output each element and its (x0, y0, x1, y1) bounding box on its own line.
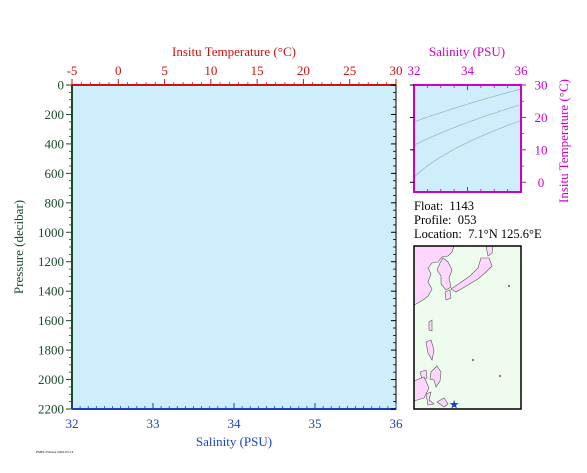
temperature-tick-label: 0 (115, 63, 122, 78)
pressure-tick-label: 1200 (38, 254, 64, 269)
map-landmasses (413, 245, 511, 408)
temperature-tick-label: 25 (343, 63, 356, 78)
temperature-tick-label: 10 (204, 63, 217, 78)
ts-temperature-tick-label: 0 (538, 175, 545, 190)
location-info-line: Location: 7.1°N 125.6°E (414, 227, 542, 242)
land-kyushu (444, 289, 452, 301)
footer-credit: PMEL/NOAA 2002-05-14 (36, 450, 74, 454)
land-halmahera (436, 397, 449, 408)
profile-value: 053 (457, 213, 477, 227)
land-mindanao (429, 365, 442, 388)
float-label: Float: (414, 199, 444, 213)
ts-salinity-tick-label: 34 (461, 63, 475, 78)
ts-salinity-axis-title: Salinity (PSU) (429, 44, 505, 59)
temperature-axis-title: Insitu Temperature (°C) (172, 44, 296, 59)
land-taiwan (428, 319, 433, 332)
density-contours (414, 88, 521, 177)
pressure-tick-label: 200 (45, 107, 65, 122)
land-islet (471, 358, 475, 362)
land-china (413, 245, 455, 306)
ts-axis-ticks: 32 34 36 0 10 20 30 (408, 63, 548, 192)
ts-temperature-tick-label: 20 (535, 110, 548, 125)
ts-temperature-axis-title: Insitu Temperature (°C) (556, 79, 571, 203)
ts-temperature-tick-label: 30 (535, 78, 548, 93)
temperature-tick-label: 15 (251, 63, 264, 78)
salinity-tick-label: 36 (390, 416, 404, 431)
salinity-axis-title: Salinity (PSU) (196, 434, 272, 449)
pressure-tick-label: 0 (58, 78, 65, 93)
ts-plot-area (414, 85, 521, 192)
land-islet (507, 284, 511, 288)
profile-label: Profile: (414, 213, 452, 227)
pressure-tick-label: 1000 (38, 225, 64, 240)
star-icon: ★ (449, 398, 460, 412)
temperature-tick-label: 5 (161, 63, 168, 78)
pressure-tick-label: 1600 (38, 313, 64, 328)
pressure-tick-label: 800 (45, 195, 65, 210)
pressure-tick-label: 2200 (38, 402, 64, 417)
temperature-tick-label: 30 (390, 63, 403, 78)
land-islet (498, 374, 502, 378)
pressure-tick-label: 1800 (38, 343, 64, 358)
temperature-tick-label: -5 (67, 63, 78, 78)
pressure-tick-label: 600 (45, 166, 65, 181)
pressure-axis-title: Pressure (decibar) (11, 200, 26, 294)
ts-salinity-tick-label: 32 (408, 63, 421, 78)
location-label: Location: (414, 227, 462, 241)
pressure-tick-label: 1400 (38, 284, 64, 299)
land-honshu (450, 257, 493, 293)
land-sulawesi (425, 391, 435, 406)
profile-info-line: Profile: 053 (414, 213, 477, 228)
salinity-tick-label: 35 (309, 416, 322, 431)
main-plot-area (71, 84, 397, 410)
land-korea (436, 257, 453, 291)
float-value: 1143 (449, 199, 474, 213)
temperature-tick-label: 20 (297, 63, 310, 78)
location-value: 7.1°N 125.6°E (468, 227, 542, 241)
ts-diagram: 32 34 36 0 10 20 30 Salinity (PSU) Insitu Temp… (408, 44, 572, 203)
float-info-line: Float: 1143 (414, 199, 474, 214)
land-visayas (419, 369, 428, 380)
salinity-tick-label: 32 (66, 416, 79, 431)
land-luzon (425, 339, 435, 361)
salinity-tick-label: 33 (147, 416, 160, 431)
location-map: ★ (413, 245, 522, 412)
pressure-tick-label: 2000 (38, 372, 64, 387)
map-frame (413, 245, 522, 410)
salinity-tick-label: 34 (228, 416, 242, 431)
ts-temperature-tick-label: 10 (535, 142, 548, 157)
ts-salinity-tick-label: 36 (515, 63, 529, 78)
pressure-tick-label: 400 (45, 136, 65, 151)
